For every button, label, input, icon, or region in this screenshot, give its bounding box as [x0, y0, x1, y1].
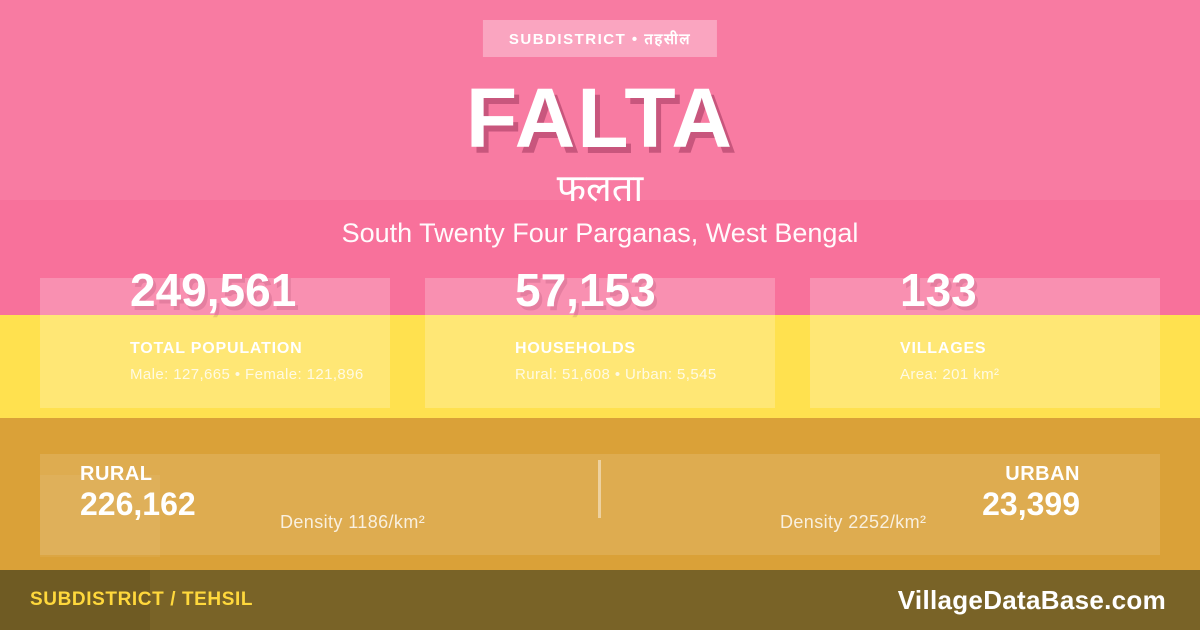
divider [598, 460, 601, 518]
type-badge: SUBDISTRICT • तहसील [482, 20, 718, 57]
page-title-native: फलता [556, 168, 644, 210]
stat-value: 133 [900, 264, 977, 316]
stat-card-households: 57,153 HOUSEHOLDS Rural: 51,608 • Urban:… [425, 267, 775, 408]
stat-value: 57,153 [515, 264, 656, 316]
footer-brand-link[interactable]: VillageDataBase.com [897, 585, 1166, 615]
rural-density: Density 1186/km² [280, 512, 426, 532]
yellow-band [0, 315, 1200, 418]
urban-label: URBAN [1005, 463, 1080, 485]
rural-value: 226,162 [80, 486, 196, 522]
urban-value: 23,399 [982, 486, 1080, 522]
stat-card-villages: 133 VILLAGES Area: 201 km² [810, 267, 1160, 408]
rural-urban-band: RURAL 226,162 Density 1186/km² Density 2… [0, 418, 1200, 570]
page-title: FALTA [465, 71, 735, 165]
rural-label: RURAL [80, 463, 153, 485]
urban-density: Density 2252/km² [780, 512, 927, 532]
stat-value: 249,561 [130, 264, 297, 316]
urban-stat-block: URBAN 23,399 [982, 462, 1080, 522]
footer-type-label: SUBDISTRICT / TEHSIL [30, 589, 254, 610]
stat-detail: Area: 201 km² [900, 366, 1000, 383]
footer: SUBDISTRICT / TEHSIL VillageDataBase.com [0, 570, 1200, 630]
stat-detail: Male: 127,665 • Female: 121,896 [130, 366, 364, 383]
stat-card-total-population: 249,561 TOTAL POPULATION Male: 127,665 •… [40, 267, 390, 408]
type-badge-label: SUBDISTRICT • तहसील [508, 30, 692, 48]
stat-label: VILLAGES [900, 340, 987, 357]
rural-stat-block: RURAL 226,162 [80, 462, 196, 522]
stat-label: HOUSEHOLDS [515, 340, 636, 357]
stat-label: TOTAL POPULATION [130, 340, 303, 357]
stat-detail: Rural: 51,608 • Urban: 5,545 [515, 366, 717, 383]
location-subtitle: South Twenty Four Parganas, West Bengal [341, 218, 859, 248]
